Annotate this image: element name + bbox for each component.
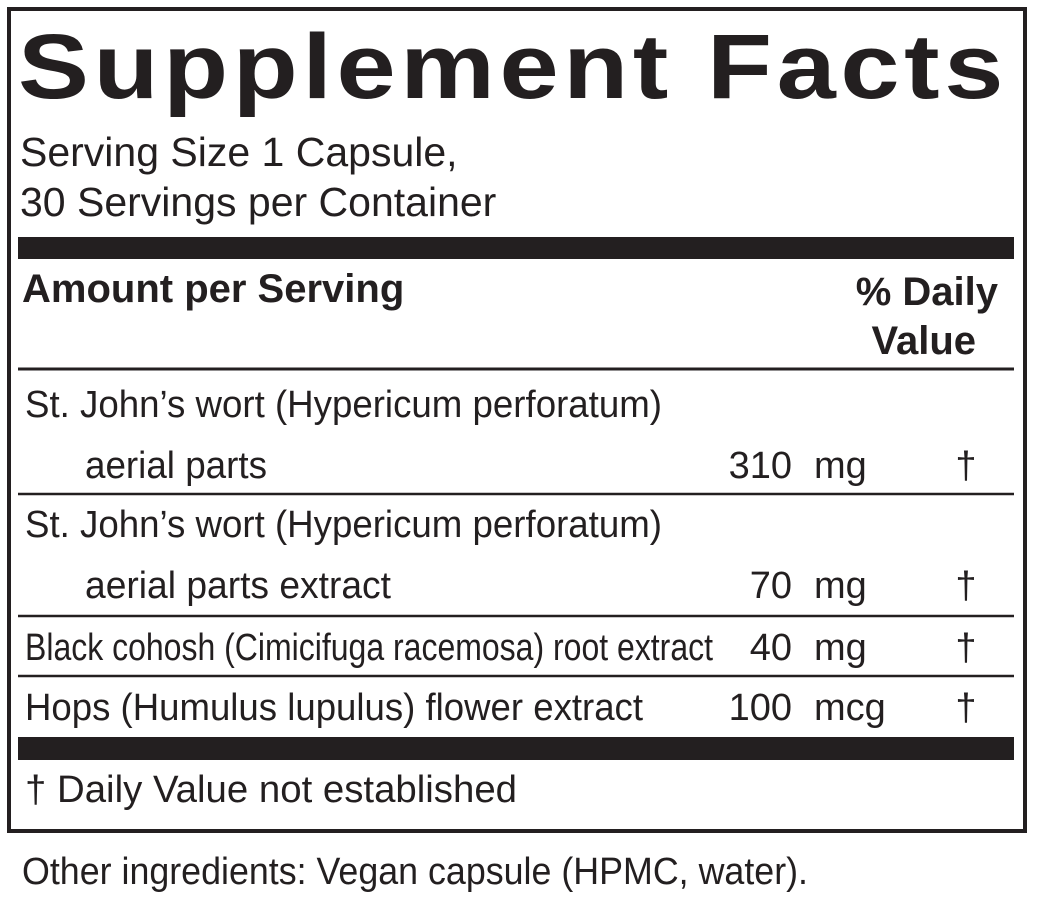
title: Supplement Facts <box>18 16 1008 118</box>
ingredient-name: St. John’s wort (Hypericum perforatum) <box>25 384 662 426</box>
dv-header: Value <box>871 319 976 363</box>
servings-per-container: 30 Servings per Container <box>20 179 496 225</box>
thick-rule <box>18 737 1014 760</box>
unit: mg <box>814 445 867 487</box>
ingredient-name: Black cohosh (Cimicifuga racemosa) root … <box>25 627 713 669</box>
ingredient-name: Hops (Humulus lupulus) flower extract <box>25 687 643 729</box>
amount: 70 <box>750 565 792 607</box>
unit: mg <box>814 565 867 607</box>
daily-value: † <box>955 687 976 729</box>
unit: mcg <box>814 687 886 729</box>
dv-header: % Daily <box>856 270 999 314</box>
footnote: † Daily Value not established <box>25 769 517 811</box>
daily-value: † <box>955 565 976 607</box>
amount-header: Amount per Serving <box>22 267 404 311</box>
label-border <box>7 7 1027 833</box>
thick-rule <box>18 237 1014 259</box>
serving-size: Serving Size 1 Capsule, <box>20 129 458 175</box>
amount: 40 <box>750 627 792 669</box>
ingredient-name: aerial parts <box>85 445 267 487</box>
ingredient-name: aerial parts extract <box>85 565 391 607</box>
daily-value: † <box>955 627 976 669</box>
ingredient-name: St. John’s wort (Hypericum perforatum) <box>25 504 662 546</box>
other-ingredients: Other ingredients: Vegan capsule (HPMC, … <box>22 851 808 893</box>
amount: 100 <box>729 687 792 729</box>
amount: 310 <box>729 445 792 487</box>
daily-value: † <box>955 445 976 487</box>
unit: mg <box>814 627 867 669</box>
